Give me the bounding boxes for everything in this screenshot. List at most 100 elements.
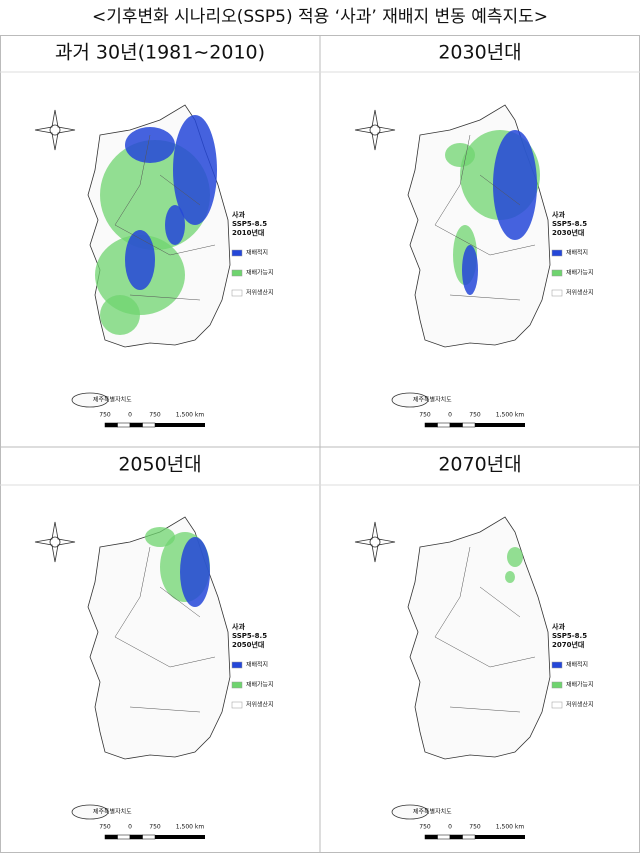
legend-title: 2010년대 bbox=[232, 228, 264, 237]
legend-title: 사과 bbox=[552, 210, 565, 219]
legend-swatch bbox=[231, 701, 243, 709]
scale-segment bbox=[437, 422, 451, 428]
legend-swatch bbox=[551, 701, 563, 709]
province-border bbox=[434, 636, 491, 668]
scale-segment bbox=[117, 422, 131, 428]
compass bbox=[354, 109, 396, 151]
legend-label: 재배적지 bbox=[246, 249, 268, 257]
optimal-area bbox=[462, 245, 478, 295]
scale-label: 0 bbox=[448, 412, 452, 419]
optimal-area bbox=[493, 130, 537, 240]
map: 제주특별자치도 750 0 750 1,500 km 사과SSP5-8.52050년대재배… bbox=[34, 516, 274, 840]
scale-label: 1,500 km bbox=[176, 824, 205, 831]
legend-title: SSP5-8.5 bbox=[552, 220, 587, 228]
legend-title: SSP5-8.5 bbox=[232, 632, 267, 640]
map: 제주특별자치도 750 0 750 1,500 km 사과SSP5-8.52010년대재배… bbox=[34, 104, 274, 428]
panel-header: 2050년대 bbox=[118, 454, 201, 476]
peninsula bbox=[87, 516, 231, 760]
province-border bbox=[489, 244, 536, 256]
province-border bbox=[139, 546, 151, 598]
scale-segment bbox=[104, 422, 118, 428]
island-label: 제주특별자치도 bbox=[93, 808, 132, 816]
province-border bbox=[169, 244, 216, 256]
province-border bbox=[449, 294, 521, 301]
optimal-area bbox=[180, 537, 210, 607]
legend-label: 저위생산지 bbox=[246, 289, 274, 297]
panel-header: 2030년대 bbox=[438, 42, 521, 64]
legend-swatch bbox=[231, 661, 243, 669]
scale-label: 750 bbox=[419, 412, 431, 419]
optimal-area bbox=[125, 230, 155, 290]
legend-swatch bbox=[231, 269, 243, 277]
legend-label: 재배적지 bbox=[246, 661, 268, 669]
island-label: 제주특별자치도 bbox=[93, 396, 132, 404]
legend-swatch bbox=[231, 681, 243, 689]
province-border bbox=[449, 706, 521, 713]
compass-center bbox=[369, 536, 381, 548]
suitable-area bbox=[505, 571, 515, 583]
province-border bbox=[434, 224, 491, 256]
legend-title: 사과 bbox=[232, 622, 245, 631]
scale-segment bbox=[424, 834, 438, 840]
province-border bbox=[169, 656, 216, 668]
legend-label: 재배적지 bbox=[566, 661, 588, 669]
optimal-area bbox=[173, 115, 217, 225]
scale-segment bbox=[449, 834, 463, 840]
province-border bbox=[129, 706, 201, 713]
province-border bbox=[114, 636, 171, 668]
legend-title: 2030년대 bbox=[552, 228, 584, 237]
province-border bbox=[114, 184, 141, 226]
province-border bbox=[459, 134, 471, 186]
scale-segment bbox=[475, 423, 525, 427]
scale-segment bbox=[475, 835, 525, 839]
suitable-area bbox=[145, 527, 175, 547]
compass bbox=[34, 109, 76, 151]
scale-label: 0 bbox=[448, 824, 452, 831]
scale-segment bbox=[449, 422, 463, 428]
map: 제주특별자치도 750 0 750 1,500 km 사과SSP5-8.52070년대재배… bbox=[354, 516, 594, 840]
province-border bbox=[479, 174, 521, 206]
legend-swatch bbox=[551, 289, 563, 297]
suitable-area bbox=[507, 547, 523, 567]
province-border bbox=[139, 134, 151, 186]
scale-segment bbox=[142, 422, 156, 428]
map-panel: 과거 30년(1981∼2010) 제주특별자치도 750 0 750 1,500 km 사… bbox=[34, 42, 274, 428]
scale-label: 750 bbox=[99, 412, 111, 419]
legend-label: 저위생산지 bbox=[566, 701, 594, 709]
scale-segment bbox=[117, 834, 131, 840]
province-border bbox=[159, 586, 201, 618]
island bbox=[71, 804, 109, 820]
province-border bbox=[159, 174, 201, 206]
map: 제주특별자치도 750 0 750 1,500 km 사과SSP5-8.52030년대재배… bbox=[354, 104, 594, 428]
scale-segment bbox=[129, 834, 143, 840]
scale-label: 1,500 km bbox=[496, 824, 525, 831]
scale-segment bbox=[462, 834, 476, 840]
scale-label: 750 bbox=[419, 824, 431, 831]
legend-swatch bbox=[551, 269, 563, 277]
legend-title: 사과 bbox=[552, 622, 565, 631]
compass-center bbox=[369, 124, 381, 136]
scale-label: 750 bbox=[149, 412, 161, 419]
optimal-area bbox=[125, 127, 175, 163]
compass bbox=[34, 521, 76, 563]
province-border bbox=[459, 546, 471, 598]
legend-label: 저위생산지 bbox=[246, 701, 274, 709]
legend-label: 재배가능지 bbox=[566, 681, 594, 689]
legend-swatch bbox=[231, 249, 243, 257]
legend-title: 2050년대 bbox=[232, 640, 264, 649]
legend-label: 저위생산지 bbox=[566, 289, 594, 297]
legend-label: 재배가능지 bbox=[566, 269, 594, 277]
province-border bbox=[129, 294, 201, 301]
legend-label: 재배가능지 bbox=[246, 269, 274, 277]
legend-swatch bbox=[551, 681, 563, 689]
scale-segment bbox=[142, 834, 156, 840]
legend-swatch bbox=[551, 249, 563, 257]
legend-swatch bbox=[551, 661, 563, 669]
province-border bbox=[434, 184, 461, 226]
panel-header: 2070년대 bbox=[438, 454, 521, 476]
province-border bbox=[114, 224, 171, 256]
